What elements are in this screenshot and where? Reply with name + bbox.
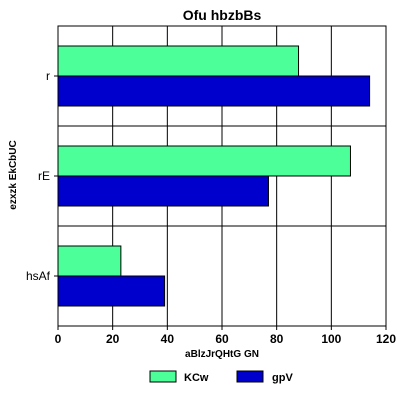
- y-tick-labels: r rE hsAf: [26, 69, 58, 283]
- x-tick-label-4: 80: [270, 332, 284, 346]
- x-tick-label-6: 120: [376, 332, 396, 346]
- bar-series1-2: [57, 245, 122, 277]
- chart-title: Ofu hbzbBs: [183, 7, 262, 23]
- x-tick-label-5: 100: [321, 332, 341, 346]
- x-tick-labels: 0 20 40 60 80 100 120: [55, 326, 396, 346]
- legend-label-1: gpV: [272, 372, 293, 384]
- x-tick-label-0: 0: [55, 332, 62, 346]
- y-axis-label: ezxzk EkCbUC: [8, 140, 19, 209]
- x-tick-label-2: 40: [161, 332, 175, 346]
- legend-swatch-0: [149, 370, 177, 383]
- bars: [57, 45, 371, 307]
- x-axis-label: aBlzJrQHtG GN: [185, 349, 259, 360]
- bar-series1-0: [57, 45, 300, 77]
- y-tick-label-0: r: [46, 69, 50, 83]
- bar-series2-0: [57, 75, 371, 107]
- bar-series2-2: [57, 275, 166, 307]
- bar-series1-1: [57, 145, 351, 177]
- x-tick-label-3: 60: [215, 332, 229, 346]
- y-tick-label-2: hsAf: [26, 269, 51, 283]
- legend-swatch-1: [236, 370, 264, 383]
- legend-label-0: KCw: [184, 372, 209, 384]
- x-tick-label-1: 20: [106, 332, 120, 346]
- bar-series2-1: [57, 175, 269, 207]
- y-tick-label-1: rE: [38, 169, 50, 183]
- legend: KCw gpV: [149, 370, 293, 384]
